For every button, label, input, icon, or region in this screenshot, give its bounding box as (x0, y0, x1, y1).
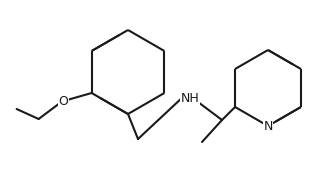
Text: O: O (59, 95, 69, 107)
Text: NH: NH (181, 92, 199, 105)
Text: N: N (263, 120, 273, 132)
